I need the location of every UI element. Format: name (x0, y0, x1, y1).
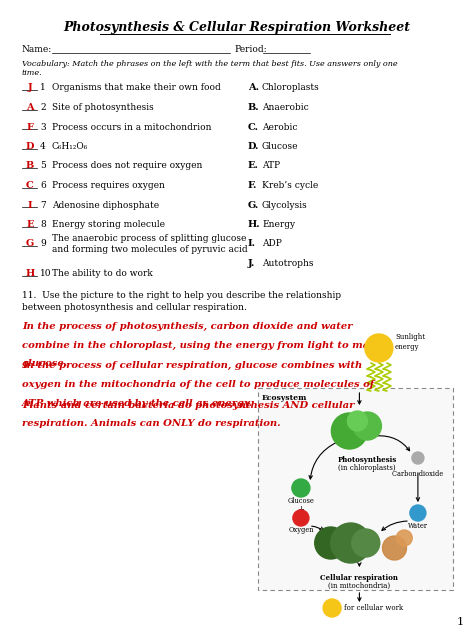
Text: (in mitochondria): (in mitochondria) (328, 582, 391, 590)
Text: 9: 9 (40, 240, 46, 248)
Text: Sunlight
energy: Sunlight energy (395, 333, 425, 351)
Circle shape (331, 413, 367, 449)
Text: Plants and certain bacteria do photosynthesis AND cellular: Plants and certain bacteria do photosynt… (22, 401, 355, 410)
Text: ATP which are used by the cell as energy.: ATP which are used by the cell as energy… (22, 399, 253, 408)
Text: time.: time. (22, 69, 43, 77)
FancyBboxPatch shape (258, 388, 453, 590)
Text: I.: I. (248, 240, 256, 248)
Text: ATP: ATP (326, 605, 338, 611)
Text: C.: C. (248, 123, 259, 131)
Text: Water: Water (408, 522, 428, 530)
Text: 5: 5 (40, 162, 46, 171)
Text: D.: D. (248, 142, 259, 151)
Text: Site of photosynthesis: Site of photosynthesis (52, 103, 154, 112)
Circle shape (352, 529, 380, 557)
Text: 2: 2 (40, 103, 46, 112)
Text: B.: B. (248, 103, 260, 112)
Text: Vocabulary: Match the phrases on the left with the term that best fits. Use answ: Vocabulary: Match the phrases on the lef… (22, 60, 398, 68)
Text: 8: 8 (40, 220, 46, 229)
Text: 3: 3 (40, 123, 46, 131)
Text: ADP: ADP (262, 240, 282, 248)
Text: Period:: Period: (234, 46, 266, 54)
Circle shape (292, 479, 310, 497)
Circle shape (331, 523, 371, 563)
Text: Aerobic: Aerobic (262, 123, 298, 131)
Text: Kreb’s cycle: Kreb’s cycle (262, 181, 318, 190)
Text: A: A (26, 103, 34, 112)
Text: Autotrophs: Autotrophs (262, 259, 313, 268)
Text: 1: 1 (40, 83, 46, 92)
Text: H.: H. (248, 220, 261, 229)
Text: Process occurs in a mitochondrion: Process occurs in a mitochondrion (52, 123, 211, 131)
Circle shape (410, 505, 426, 521)
Text: E: E (26, 220, 34, 229)
Text: E.: E. (248, 162, 259, 171)
Text: In the process of photosynthesis, carbon dioxide and water: In the process of photosynthesis, carbon… (22, 322, 353, 331)
Text: Adenosine diphosphate: Adenosine diphosphate (52, 200, 159, 209)
Text: Energy: Energy (262, 220, 295, 229)
Circle shape (323, 599, 341, 617)
Text: 4: 4 (40, 142, 46, 151)
Text: +: + (298, 504, 304, 513)
Circle shape (315, 527, 347, 559)
Circle shape (347, 411, 367, 431)
Circle shape (396, 530, 412, 546)
Text: Anaerobic: Anaerobic (262, 103, 309, 112)
Text: J: J (27, 83, 32, 92)
Text: In the process of cellular respiration, glucose combines with: In the process of cellular respiration, … (22, 361, 362, 370)
Text: Energy storing molecule: Energy storing molecule (52, 220, 165, 229)
Text: G: G (26, 240, 34, 248)
Circle shape (293, 510, 309, 526)
Text: ATP: ATP (262, 162, 280, 171)
Text: Cellular respiration: Cellular respiration (320, 574, 398, 582)
Text: D: D (26, 142, 34, 151)
Text: for cellular work: for cellular work (344, 604, 403, 612)
Text: Ecosystem: Ecosystem (262, 394, 307, 402)
Text: oxygen in the mitochondria of the cell to produce molecules of: oxygen in the mitochondria of the cell t… (22, 380, 374, 389)
Circle shape (383, 536, 407, 560)
Circle shape (412, 452, 424, 464)
Text: Process does not require oxygen: Process does not require oxygen (52, 162, 202, 171)
Text: respiration. Animals can ONLY do respiration.: respiration. Animals can ONLY do respira… (22, 420, 281, 428)
Text: C₆H₁₂O₆: C₆H₁₂O₆ (52, 142, 88, 151)
Text: combine in the chloroplast, using the energy from light to make: combine in the chloroplast, using the en… (22, 341, 383, 349)
Text: A.: A. (248, 83, 259, 92)
Text: Glucose: Glucose (287, 497, 314, 505)
Text: J.: J. (248, 259, 255, 268)
Text: Oxygen: Oxygen (288, 526, 314, 534)
Text: Glycolysis: Glycolysis (262, 200, 308, 209)
Text: glucose.: glucose. (22, 360, 68, 368)
Text: The anaerobic process of splitting glucose
and forming two molecules of pyruvic : The anaerobic process of splitting gluco… (52, 234, 247, 253)
Text: Organisms that make their own food: Organisms that make their own food (52, 83, 221, 92)
Text: (in chloroplasts): (in chloroplasts) (338, 464, 396, 472)
Text: Process requires oxygen: Process requires oxygen (52, 181, 165, 190)
Text: H: H (26, 269, 35, 278)
Text: Glucose: Glucose (262, 142, 299, 151)
Text: The ability to do work: The ability to do work (52, 269, 153, 278)
Text: 6: 6 (40, 181, 46, 190)
Circle shape (354, 412, 382, 440)
Text: F.: F. (248, 181, 257, 190)
Text: I: I (27, 200, 32, 209)
Text: G: G (298, 485, 304, 491)
Text: 1: 1 (456, 617, 464, 627)
Text: Carbon dioxide: Carbon dioxide (392, 470, 444, 478)
Text: 11.  Use the picture to the right to help you describe the relationship
between : 11. Use the picture to the right to help… (22, 291, 341, 312)
Text: 7: 7 (40, 200, 46, 209)
Text: G.: G. (248, 200, 259, 209)
Text: B: B (26, 162, 34, 171)
Text: F: F (27, 123, 34, 131)
Text: 10: 10 (40, 269, 52, 278)
Text: C: C (26, 181, 34, 190)
Text: Name:: Name: (22, 46, 52, 54)
Text: Chloroplasts: Chloroplasts (262, 83, 320, 92)
Circle shape (365, 334, 393, 362)
Text: Photosynthesis & Cellular Respiration Worksheet: Photosynthesis & Cellular Respiration Wo… (64, 21, 410, 35)
Text: Photosynthesis: Photosynthesis (337, 456, 397, 464)
